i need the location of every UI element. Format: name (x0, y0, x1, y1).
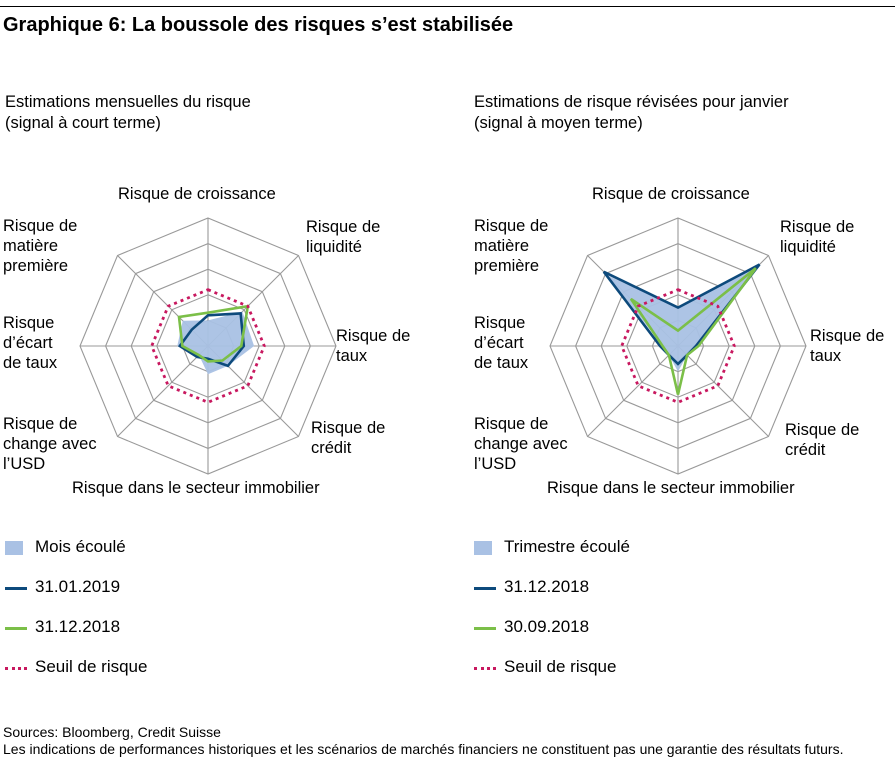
left-label-commodity: Risque de matière première (3, 217, 78, 275)
left-legend-area-swatch (5, 541, 23, 555)
right-spoke-fx (587, 345, 679, 437)
right-subtitle-line-1: Estimations de risque révisées pour janv… (474, 93, 789, 111)
left-label-growth: Risque de croissance (118, 185, 276, 203)
right-label-fx: Risque de change avec l’USD (474, 415, 568, 473)
top-rule (0, 6, 895, 7)
left-series-green (177, 304, 250, 363)
sources-line: Sources: Bloomberg, Credit Suisse (3, 724, 221, 740)
left-spoke-fx (117, 345, 209, 437)
right-label-spread: Risque d’écart de taux (474, 314, 529, 372)
right-label-growth: Risque de croissance (592, 185, 750, 203)
left-label-credit: Risque de crédit (311, 419, 386, 457)
left-subtitle: Estimations mensuelles du risque (signal… (5, 92, 251, 134)
right-legend-green-line (474, 627, 496, 630)
right-series-threshold (620, 288, 736, 404)
right-legend-navy-label: 31.12.2018 (504, 577, 590, 596)
left-legend-area-label: Mois écoulé (35, 537, 126, 556)
page-title: Graphique 6: La boussole des risques s’e… (3, 14, 514, 36)
left-subtitle-line-1: Estimations mensuelles du risque (5, 93, 251, 111)
right-radar-chart (549, 217, 807, 475)
left-series-threshold (150, 288, 266, 404)
left-radar-chart (79, 217, 337, 475)
right-series-green (629, 267, 757, 395)
right-legend-threshold-label: Seuil de risque (504, 657, 617, 676)
disclaimer-line: Les indications de performances historiq… (3, 741, 844, 757)
sources-note: Sources: Bloomberg, Credit Suisse Les in… (3, 724, 883, 758)
right-spoke-credit (677, 345, 769, 437)
left-legend-threshold-line (5, 667, 27, 670)
right-series-area (607, 266, 758, 372)
left-legend-navy-line (5, 587, 27, 590)
right-label-credit: Risque de crédit (785, 421, 860, 459)
left-label-fx: Risque de change avec l’USD (3, 415, 97, 473)
right-label-commodity: Risque de matière première (474, 217, 549, 275)
left-subtitle-line-2: (signal à court terme) (5, 114, 161, 132)
right-legend-green-label: 30.09.2018 (504, 617, 590, 636)
left-label-liquidity: Risque de liquidité (306, 218, 381, 256)
right-subtitle-line-2: (signal à moyen terme) (474, 114, 643, 132)
right-subtitle: Estimations de risque révisées pour janv… (474, 92, 789, 134)
right-legend-area-label: Trimestre écoulé (504, 537, 630, 556)
right-legend-area-swatch (474, 541, 492, 555)
left-legend-green-line (5, 627, 27, 630)
left-legend-navy-label: 31.01.2019 (35, 577, 121, 596)
right-legend-threshold-line (474, 667, 496, 670)
left-series-navy (177, 312, 246, 368)
right-label-rates: Risque de taux (810, 327, 885, 365)
left-legend-green-label: 31.12.2018 (35, 617, 121, 636)
left-label-realestate: Risque dans le secteur immobilier (72, 479, 320, 497)
right-legend-navy-line (474, 587, 496, 590)
right-label-liquidity: Risque de liquidité (780, 218, 855, 256)
left-label-rates: Risque de taux (336, 327, 411, 365)
left-legend-threshold-label: Seuil de risque (35, 657, 148, 676)
left-label-spread: Risque d’écart de taux (3, 314, 58, 372)
right-label-realestate: Risque dans le secteur immobilier (547, 479, 795, 497)
